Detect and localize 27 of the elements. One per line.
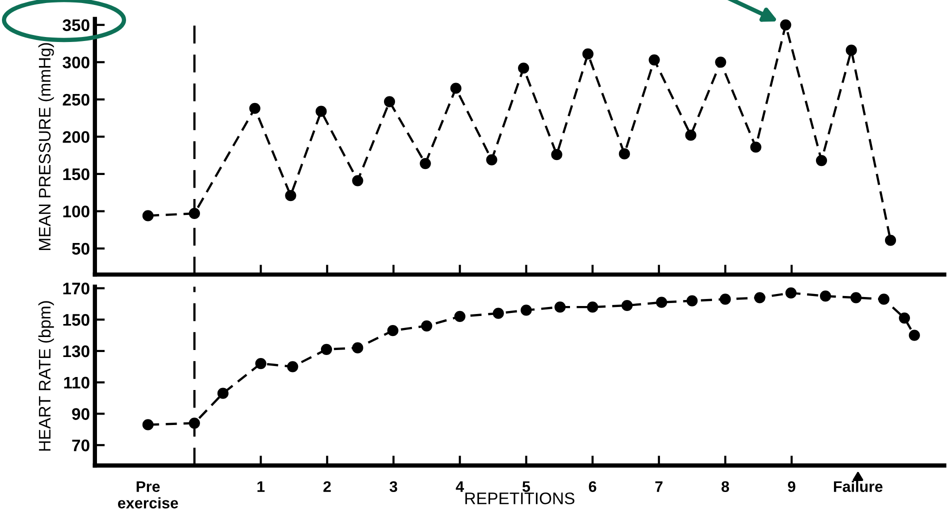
- x-tick-label: Failure: [834, 480, 883, 492]
- x-tick-label: 2: [323, 481, 331, 492]
- y-tick-label: 110: [64, 376, 90, 389]
- x-tick-label: 7: [655, 481, 662, 492]
- y-tick-label: 150: [63, 168, 90, 180]
- y-tick-label: 250: [62, 94, 90, 106]
- y-tick-label: 170: [63, 282, 90, 294]
- y-tick-label: 100: [63, 206, 90, 218]
- x-tick-label: 5: [522, 481, 530, 492]
- x-axis-title: REPETITIONS: [465, 492, 574, 504]
- x-tick-label: 8: [722, 481, 730, 492]
- y-tick-label: 200: [62, 131, 90, 143]
- y-tick-label: 50: [72, 242, 90, 255]
- y-tick-label: 90: [72, 408, 90, 420]
- y-tick-label: 350: [62, 19, 90, 32]
- y-tick-label: 130: [63, 345, 90, 358]
- y-axis-title: MEAN PRESSURE (mmHg): [38, 43, 54, 250]
- x-tick-label: 4: [456, 481, 464, 492]
- x-tick-label: 1: [258, 481, 265, 492]
- y-tick-label: 70: [72, 440, 90, 452]
- y-axis-title: HEART RATE (bpm): [38, 301, 54, 451]
- x-tick-label: 6: [588, 481, 596, 492]
- y-tick-label: 150: [63, 314, 90, 326]
- x-tick-label: Pre exercise: [118, 481, 178, 508]
- x-tick-label: 3: [390, 481, 398, 492]
- y-tick-label: 300: [62, 56, 90, 68]
- x-tick-label: 9: [788, 481, 796, 492]
